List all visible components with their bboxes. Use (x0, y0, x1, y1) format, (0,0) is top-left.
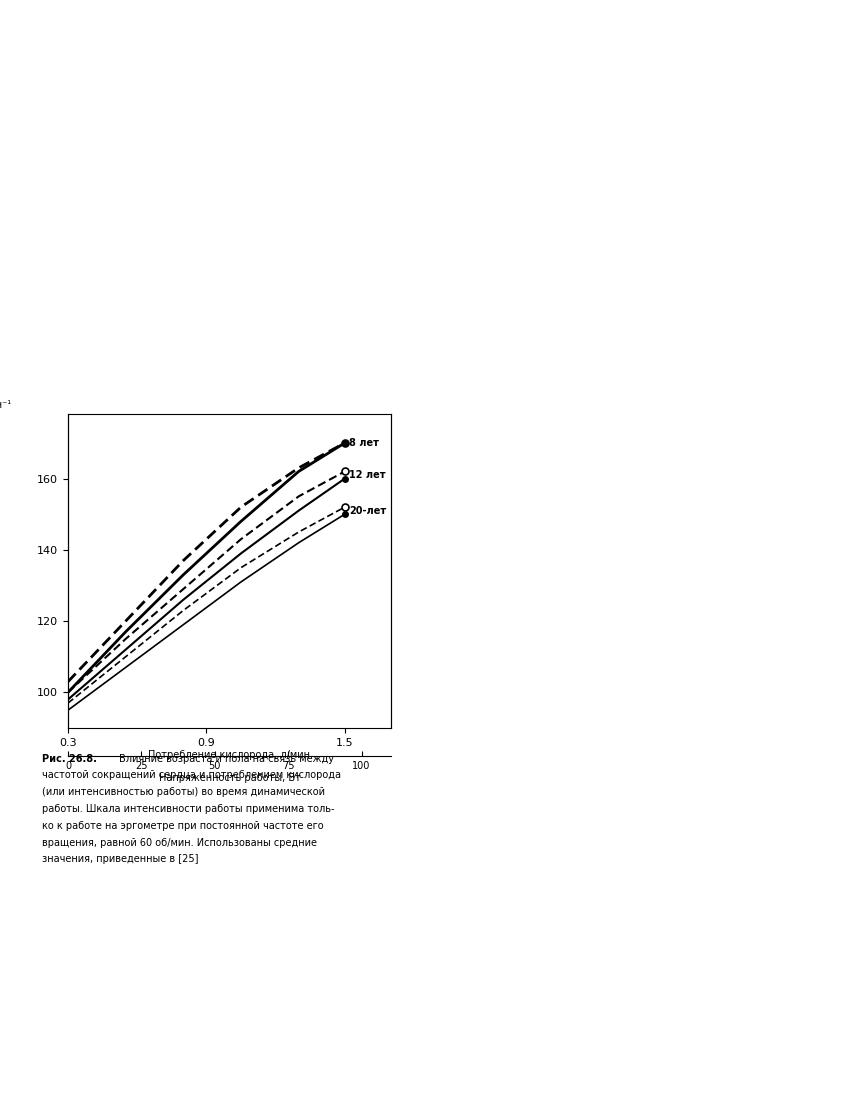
Text: работы. Шкала интенсивности работы применима толь-: работы. Шкала интенсивности работы приме… (42, 804, 335, 814)
Text: Рис. 26.8.: Рис. 26.8. (42, 754, 98, 764)
Text: ко к работе на эргометре при постоянной частоте его: ко к работе на эргометре при постоянной … (42, 821, 324, 831)
Text: 20-лет: 20-лет (349, 505, 387, 515)
Text: вращения, равной 60 об/мин. Использованы средние: вращения, равной 60 об/мин. Использованы… (42, 838, 318, 848)
Text: 12 лет: 12 лет (349, 470, 386, 480)
Text: частотой сокращений сердца и потреблением кислорода: частотой сокращений сердца и потребление… (42, 771, 342, 781)
X-axis label: Потребление кислорода, л/мин: Потребление кислорода, л/мин (149, 750, 310, 760)
Text: значения, приведенные в [25]: значения, приведенные в [25] (42, 855, 199, 865)
Text: Влияние возраста и пола на связь между: Влияние возраста и пола на связь между (119, 754, 334, 764)
X-axis label: Напряженность работы, Вт: Напряженность работы, Вт (159, 774, 300, 783)
Text: мин⁻¹: мин⁻¹ (0, 400, 12, 410)
Text: (или интенсивностью работы) во время динамической: (или интенсивностью работы) во время дин… (42, 787, 326, 797)
Text: 8 лет: 8 лет (349, 438, 379, 448)
